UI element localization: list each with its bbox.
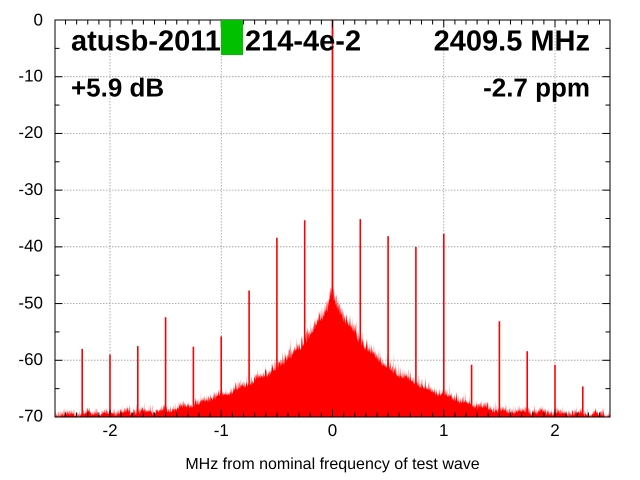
svg-text:-20: -20 <box>18 123 43 142</box>
svg-text:-10: -10 <box>18 67 43 86</box>
svg-text:-40: -40 <box>18 237 43 256</box>
svg-text:-2: -2 <box>102 421 117 440</box>
svg-text:-60: -60 <box>18 350 43 369</box>
svg-text:atusb-2011: atusb-2011 <box>71 26 221 58</box>
svg-text:2: 2 <box>550 421 559 440</box>
svg-text:MHz from nominal frequency of: MHz from nominal frequency of test wave <box>185 456 479 473</box>
svg-text:0: 0 <box>34 11 43 30</box>
svg-text:-50: -50 <box>18 293 43 312</box>
svg-text:0: 0 <box>328 421 337 440</box>
svg-text:+5.9 dB: +5.9 dB <box>71 73 164 103</box>
svg-text:214-4e-2: 214-4e-2 <box>245 26 361 58</box>
svg-text:-70: -70 <box>18 407 43 426</box>
svg-text:-2.7 ppm: -2.7 ppm <box>483 73 590 103</box>
svg-text:1: 1 <box>439 421 448 440</box>
svg-text:-30: -30 <box>18 180 43 199</box>
svg-text:-1: -1 <box>214 421 229 440</box>
svg-text:2409.5 MHz: 2409.5 MHz <box>434 26 590 58</box>
